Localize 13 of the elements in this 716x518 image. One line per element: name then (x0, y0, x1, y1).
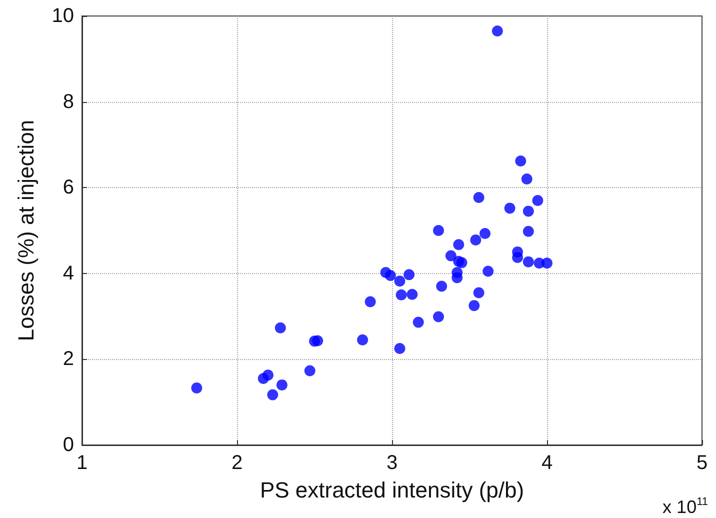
y-tick-label: 0 (62, 434, 74, 456)
y-tick-label: 8 (62, 90, 74, 113)
x-tick-label: 2 (231, 452, 243, 474)
x-tick-label: 5 (696, 452, 708, 474)
y-tick-label: 10 (52, 5, 74, 27)
x-tick-label: 4 (541, 452, 553, 474)
x-tick-label: 1 (76, 452, 88, 474)
y-axis-title: Losses (%) at injection (14, 120, 38, 342)
y-tick-label: 2 (62, 348, 74, 370)
x-tick-label: 3 (386, 452, 398, 474)
y-tick-label: 4 (62, 262, 74, 284)
x-axis-title: PS extracted intensity (p/b) (260, 478, 524, 502)
y-tick-label: 6 (62, 176, 74, 199)
